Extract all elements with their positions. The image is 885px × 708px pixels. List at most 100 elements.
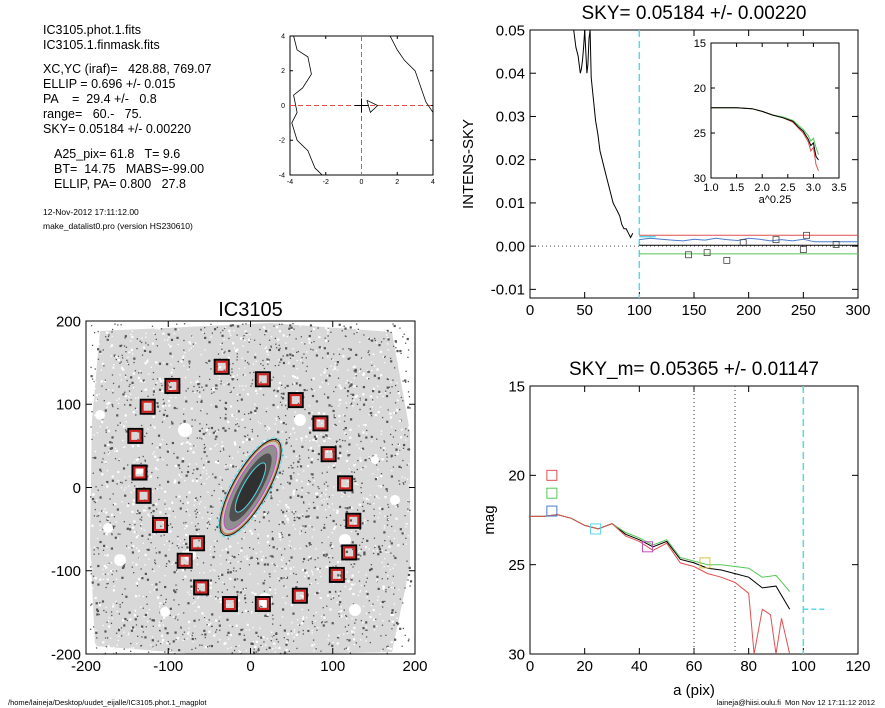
noise-speck xyxy=(95,608,99,611)
noise-speck xyxy=(380,603,382,605)
noise-speck xyxy=(346,551,348,553)
noise-speck xyxy=(290,547,292,549)
noise-speck xyxy=(232,375,235,378)
noise-speck xyxy=(334,365,336,367)
noise-speck xyxy=(391,386,393,388)
noise-speck xyxy=(308,555,311,559)
mag-axis-xtick-label: 40 xyxy=(631,658,648,675)
noise-speck xyxy=(160,642,162,645)
noise-speck xyxy=(176,545,178,547)
noise-speck xyxy=(306,351,308,353)
noise-speck xyxy=(406,352,409,355)
noise-speck xyxy=(390,331,392,334)
noise-speck xyxy=(348,347,350,350)
noise-speck xyxy=(328,496,331,498)
noise-speck xyxy=(368,413,370,416)
noise-speck xyxy=(244,435,247,438)
noise-speck xyxy=(187,632,190,635)
noise-speck xyxy=(296,359,298,362)
noise-speck xyxy=(404,434,406,436)
noise-speck xyxy=(321,472,324,474)
noise-speck xyxy=(116,399,118,401)
noise-speck xyxy=(321,492,323,494)
noise-speck xyxy=(146,603,148,605)
noise-speck xyxy=(178,495,181,498)
noise-speck xyxy=(194,510,196,512)
noise-speck xyxy=(248,338,251,341)
noise-speck xyxy=(268,573,271,575)
noise-speck xyxy=(108,452,111,454)
noise-speck xyxy=(291,354,294,357)
noise-speck xyxy=(106,621,108,623)
noise-speck xyxy=(283,629,286,632)
noise-speck xyxy=(329,544,332,547)
noise-speck xyxy=(238,633,241,636)
noise-speck xyxy=(139,340,141,342)
noise-speck xyxy=(240,579,244,582)
noise-speck xyxy=(249,411,253,414)
noise-speck xyxy=(328,590,331,594)
noise-speck xyxy=(339,561,342,563)
noise-speck xyxy=(407,448,411,451)
noise-speck xyxy=(362,424,364,426)
noise-speck xyxy=(243,335,245,337)
noise-speck xyxy=(286,335,288,338)
masked-star xyxy=(160,607,170,617)
noise-speck xyxy=(188,349,190,351)
mag-axis-xtick-label: 100 xyxy=(791,658,816,675)
noise-speck xyxy=(279,539,281,541)
noise-speck xyxy=(195,381,197,384)
noise-speck xyxy=(397,392,401,395)
noise-speck xyxy=(194,601,196,603)
noise-speck xyxy=(275,417,277,420)
noise-speck xyxy=(257,562,260,565)
noise-speck xyxy=(264,425,266,427)
noise-speck xyxy=(177,481,181,484)
noise-speck xyxy=(305,527,307,529)
noise-speck xyxy=(176,407,178,410)
noise-speck xyxy=(381,561,383,564)
noise-speck xyxy=(207,511,209,513)
noise-speck xyxy=(228,329,231,332)
noise-speck xyxy=(166,443,168,445)
noise-speck xyxy=(355,353,358,357)
noise-speck xyxy=(301,568,305,572)
noise-speck xyxy=(367,369,369,372)
noise-speck xyxy=(353,626,356,630)
noise-speck xyxy=(407,349,410,351)
noise-speck xyxy=(356,323,358,325)
noise-speck xyxy=(274,564,276,567)
noise-speck xyxy=(91,643,94,646)
noise-speck xyxy=(223,327,226,330)
mag-axis-xtick-label: 0 xyxy=(526,658,534,675)
noise-speck xyxy=(331,405,333,408)
noise-speck xyxy=(105,511,108,514)
noise-speck xyxy=(194,637,197,640)
noise-speck xyxy=(108,562,110,565)
noise-speck xyxy=(95,629,97,631)
noise-speck xyxy=(397,622,400,626)
noise-speck xyxy=(262,636,265,639)
noise-speck xyxy=(212,388,215,392)
noise-speck xyxy=(336,364,338,366)
noise-speck xyxy=(197,557,199,559)
noise-speck xyxy=(151,619,154,622)
noise-speck xyxy=(109,447,112,450)
noise-speck xyxy=(380,472,383,475)
noise-speck xyxy=(127,527,129,530)
noise-speck xyxy=(150,644,152,646)
noise-speck xyxy=(387,551,389,553)
noise-speck xyxy=(205,432,207,434)
noise-speck xyxy=(381,507,384,511)
noise-speck xyxy=(165,363,169,366)
noise-speck xyxy=(312,484,314,486)
noise-speck xyxy=(300,437,303,440)
noise-speck xyxy=(311,621,314,623)
noise-speck xyxy=(376,575,379,578)
noise-speck xyxy=(271,603,273,606)
noise-speck xyxy=(282,421,285,425)
noise-speck xyxy=(112,570,114,572)
noise-speck xyxy=(232,342,235,345)
noise-speck xyxy=(346,379,349,382)
noise-speck xyxy=(216,525,219,529)
